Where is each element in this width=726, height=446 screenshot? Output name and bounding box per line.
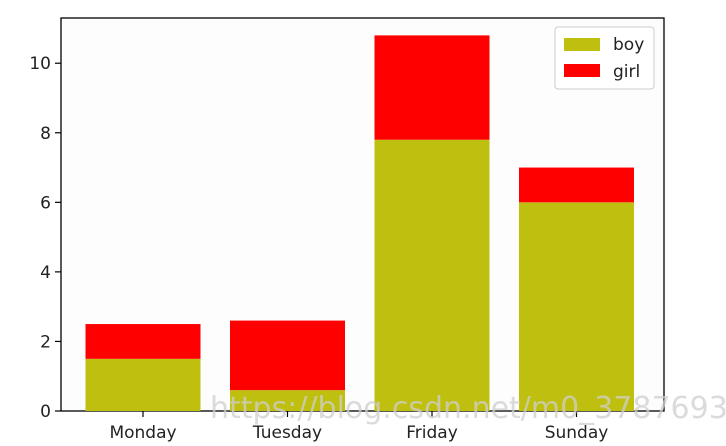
bars-group: [85, 35, 634, 412]
legend-swatch-boy: [564, 38, 600, 51]
bar-girl-monday: [85, 324, 201, 359]
legend-label-boy: boy: [613, 35, 644, 55]
y-tick-label: 6: [40, 193, 51, 213]
y-tick-label: 10: [29, 54, 51, 74]
y-tick-label: 8: [40, 124, 51, 144]
x-tick-label-friday: Friday: [406, 423, 458, 443]
bar-girl-friday: [374, 35, 490, 140]
legend: boy girl: [554, 26, 655, 90]
x-tick-label-monday: Monday: [109, 423, 176, 443]
bar-boy-friday: [374, 139, 490, 412]
legend-swatch-girl: [564, 64, 600, 77]
watermark-text: https://blog.csdn.net/m0_37876935: [210, 391, 726, 426]
x-axis: Monday Tuesday Friday Sunday: [109, 411, 608, 443]
bar-girl-sunday: [519, 167, 634, 203]
bar-boy-tuesday: [230, 390, 345, 411]
y-tick-label: 2: [40, 332, 51, 352]
y-tick-label: 4: [40, 263, 51, 283]
y-tick-label: 0: [40, 402, 51, 422]
bar-boy-monday: [85, 358, 201, 411]
x-tick-label-sunday: Sunday: [545, 423, 609, 443]
bar-girl-tuesday: [230, 320, 345, 391]
legend-label-girl: girl: [613, 62, 640, 82]
x-tick-label-tuesday: Tuesday: [252, 423, 322, 443]
bar-boy-sunday: [519, 202, 634, 411]
y-axis: 0 2 4 6 8 10: [29, 54, 61, 422]
